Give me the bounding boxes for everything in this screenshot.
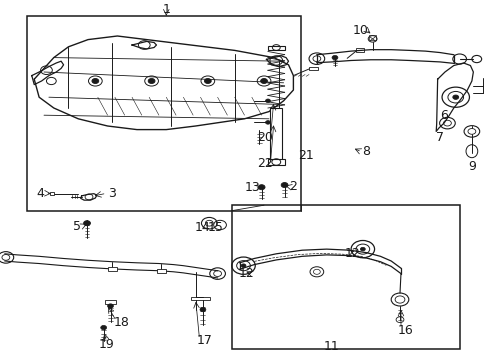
Bar [105, 300, 116, 304]
Text: 22: 22 [257, 157, 272, 170]
Text: 5: 5 [73, 220, 81, 233]
Text: 1: 1 [162, 3, 170, 15]
Text: 15: 15 [207, 221, 223, 234]
Text: 6: 6 [439, 109, 447, 122]
Bar [50, 192, 54, 195]
Text: 8: 8 [361, 145, 369, 158]
Text: 14: 14 [195, 221, 210, 234]
Text: 16: 16 [397, 324, 413, 337]
Bar [190, 297, 210, 300]
Text: 12: 12 [344, 247, 359, 260]
Text: 2: 2 [289, 180, 297, 193]
Bar [355, 48, 363, 52]
Text: 12: 12 [239, 267, 254, 280]
Text: 10: 10 [352, 24, 368, 37]
Text: 19: 19 [99, 338, 114, 351]
Bar [267, 159, 284, 165]
Circle shape [241, 264, 245, 267]
Circle shape [92, 78, 99, 84]
Circle shape [452, 95, 458, 99]
Text: 17: 17 [196, 334, 212, 347]
Circle shape [467, 129, 475, 134]
Bar [267, 46, 284, 50]
Text: 3: 3 [108, 187, 116, 200]
Bar [270, 108, 282, 160]
Circle shape [258, 185, 264, 190]
Bar [157, 269, 165, 273]
Circle shape [360, 247, 365, 251]
Circle shape [200, 307, 205, 312]
Circle shape [260, 78, 267, 84]
Bar [232, 205, 459, 349]
Circle shape [101, 325, 106, 330]
Bar [108, 267, 117, 271]
Text: 11: 11 [323, 340, 339, 353]
Circle shape [265, 99, 270, 103]
Bar [368, 35, 375, 40]
Text: 9: 9 [467, 160, 475, 173]
Bar [27, 16, 300, 211]
Circle shape [148, 78, 155, 84]
Text: 21: 21 [297, 149, 313, 162]
Circle shape [204, 78, 211, 84]
Circle shape [83, 221, 90, 226]
Text: 13: 13 [244, 181, 260, 194]
Circle shape [331, 55, 337, 60]
Text: 18: 18 [113, 316, 129, 329]
Bar [308, 67, 317, 70]
Text: 7: 7 [435, 131, 443, 144]
Circle shape [265, 121, 270, 124]
Circle shape [281, 183, 287, 188]
Text: 4: 4 [36, 187, 44, 200]
Circle shape [107, 304, 113, 308]
Text: 20: 20 [257, 131, 272, 144]
